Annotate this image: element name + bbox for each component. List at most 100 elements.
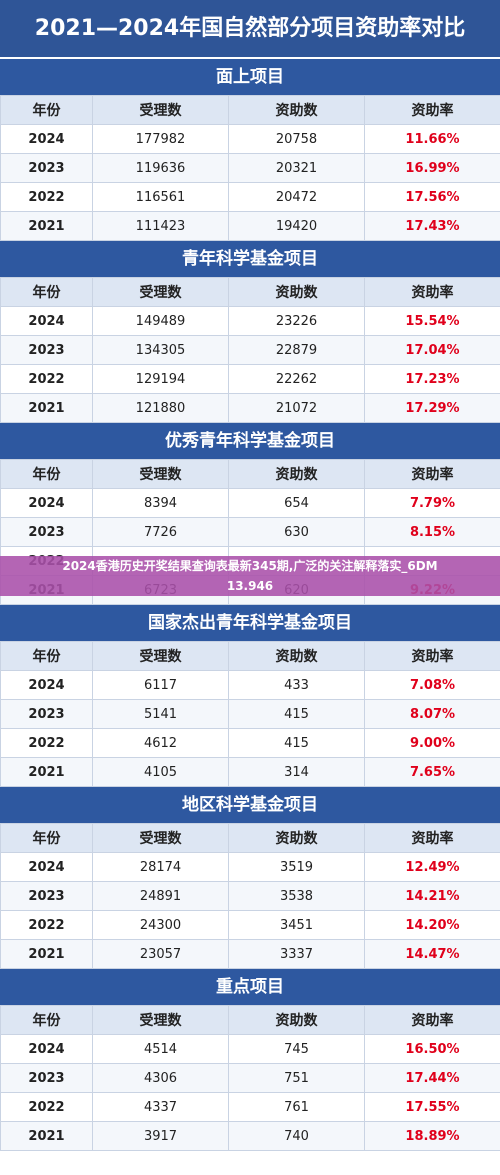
cell-year: 2023	[0, 881, 93, 911]
cell-year: 2023	[0, 335, 93, 365]
overlay-banner[interactable]: 2024香港历史开奖结果查询表最新345期,广泛的关注解释落实_6DM 13.9…	[0, 556, 500, 596]
cell-accepted: 6117	[92, 670, 229, 700]
cell-accepted: 28174	[92, 852, 229, 882]
column-header: 受理数	[92, 1005, 229, 1035]
cell-funded: 433	[228, 670, 365, 700]
cell-rate: 16.50%	[364, 1034, 500, 1064]
cell-year: 2023	[0, 517, 93, 547]
cell-accepted: 8394	[92, 488, 229, 518]
cell-accepted: 111423	[92, 211, 229, 241]
cell-funded: 415	[228, 728, 365, 758]
cell-year: 2023	[0, 1063, 93, 1093]
cell-funded: 761	[228, 1092, 365, 1122]
cell-rate: 17.43%	[364, 211, 500, 241]
table-row: 2023 7726 630 8.15%	[0, 517, 500, 547]
section: 国家杰出青年科学基金项目 年份 受理数 资助数 资助率 2024 6117 433 7.08% 2…	[0, 605, 500, 787]
cell-funded: 20321	[228, 153, 365, 183]
cell-year: 2021	[0, 211, 93, 241]
section: 青年科学基金项目 年份 受理数 资助数 资助率 2024 149489 23226 15.54%…	[0, 241, 500, 423]
header-row: 年份 受理数 资助数 资助率	[0, 95, 500, 125]
table-row: 2024 149489 23226 15.54%	[0, 306, 500, 336]
cell-year: 2024	[0, 670, 93, 700]
column-header: 年份	[0, 823, 93, 853]
cell-accepted: 129194	[92, 364, 229, 394]
column-header: 资助率	[364, 459, 500, 489]
cell-funded: 22879	[228, 335, 365, 365]
table-row: 2023 134305 22879 17.04%	[0, 335, 500, 365]
cell-accepted: 4337	[92, 1092, 229, 1122]
table-row: 2022 116561 20472 17.56%	[0, 182, 500, 212]
column-header: 资助率	[364, 641, 500, 671]
column-header: 受理数	[92, 95, 229, 125]
cell-rate: 17.04%	[364, 335, 500, 365]
column-header: 资助数	[228, 641, 365, 671]
column-header: 资助率	[364, 95, 500, 125]
cell-accepted: 134305	[92, 335, 229, 365]
column-header: 年份	[0, 459, 93, 489]
table-row: 2021 111423 19420 17.43%	[0, 211, 500, 241]
cell-rate: 17.56%	[364, 182, 500, 212]
cell-accepted: 4105	[92, 757, 229, 787]
cell-accepted: 177982	[92, 124, 229, 154]
cell-accepted: 3917	[92, 1121, 229, 1151]
table-row: 2021 4105 314 7.65%	[0, 757, 500, 787]
table-row: 2022 4337 761 17.55%	[0, 1092, 500, 1122]
header-row: 年份 受理数 资助数 资助率	[0, 459, 500, 489]
data-table: 年份 受理数 资助数 资助率 2024 177982 20758 11.66% 2023 1196…	[0, 95, 500, 241]
cell-rate: 17.23%	[364, 364, 500, 394]
cell-accepted: 121880	[92, 393, 229, 423]
cell-accepted: 24300	[92, 910, 229, 940]
cell-funded: 751	[228, 1063, 365, 1093]
cell-rate: 17.29%	[364, 393, 500, 423]
data-table: 年份 受理数 资助数 资助率 2024 149489 23226 15.54% 2023 1343…	[0, 277, 500, 423]
cell-rate: 14.21%	[364, 881, 500, 911]
table-row: 2023 119636 20321 16.99%	[0, 153, 500, 183]
cell-funded: 630	[228, 517, 365, 547]
column-header: 资助数	[228, 1005, 365, 1035]
header-row: 年份 受理数 资助数 资助率	[0, 1005, 500, 1035]
cell-accepted: 116561	[92, 182, 229, 212]
column-header: 年份	[0, 1005, 93, 1035]
cell-rate: 15.54%	[364, 306, 500, 336]
column-header: 受理数	[92, 641, 229, 671]
cell-funded: 745	[228, 1034, 365, 1064]
table-row: 2022 24300 3451 14.20%	[0, 910, 500, 940]
cell-funded: 22262	[228, 364, 365, 394]
section-title: 国家杰出青年科学基金项目	[0, 605, 500, 641]
cell-year: 2023	[0, 699, 93, 729]
cell-rate: 16.99%	[364, 153, 500, 183]
cell-funded: 20758	[228, 124, 365, 154]
cell-rate: 14.20%	[364, 910, 500, 940]
column-header: 受理数	[92, 823, 229, 853]
cell-accepted: 4612	[92, 728, 229, 758]
cell-year: 2024	[0, 1034, 93, 1064]
header-row: 年份 受理数 资助数 资助率	[0, 277, 500, 307]
cell-funded: 415	[228, 699, 365, 729]
section: 地区科学基金项目 年份 受理数 资助数 资助率 2024 28174 3519 12.49% 20…	[0, 787, 500, 969]
cell-rate: 7.79%	[364, 488, 500, 518]
column-header: 年份	[0, 641, 93, 671]
section: 面上项目 年份 受理数 资助数 资助率 2024 177982 20758 11.66% 2023…	[0, 59, 500, 241]
column-header: 资助率	[364, 277, 500, 307]
table-row: 2021 121880 21072 17.29%	[0, 393, 500, 423]
table-row: 2022 4612 415 9.00%	[0, 728, 500, 758]
data-table: 年份 受理数 资助数 资助率 2024 28174 3519 12.49% 2023 24891 3…	[0, 823, 500, 969]
table-row: 2023 24891 3538 14.21%	[0, 881, 500, 911]
column-header: 资助数	[228, 459, 365, 489]
cell-accepted: 149489	[92, 306, 229, 336]
cell-accepted: 5141	[92, 699, 229, 729]
cell-funded: 3337	[228, 939, 365, 969]
cell-year: 2022	[0, 182, 93, 212]
section-title: 重点项目	[0, 969, 500, 1005]
cell-rate: 8.07%	[364, 699, 500, 729]
cell-accepted: 7726	[92, 517, 229, 547]
column-header: 资助率	[364, 1005, 500, 1035]
cell-year: 2024	[0, 306, 93, 336]
banner-line-2: 13.946	[226, 579, 274, 593]
cell-year: 2024	[0, 124, 93, 154]
cell-rate: 7.65%	[364, 757, 500, 787]
cell-funded: 3519	[228, 852, 365, 882]
banner-line-1: 2024香港历史开奖结果查询表最新345期,广泛的关注解释落实_6DM	[62, 559, 438, 573]
cell-year: 2021	[0, 393, 93, 423]
page-title: 2021—2024年国自然部分项目资助率对比	[0, 0, 500, 59]
